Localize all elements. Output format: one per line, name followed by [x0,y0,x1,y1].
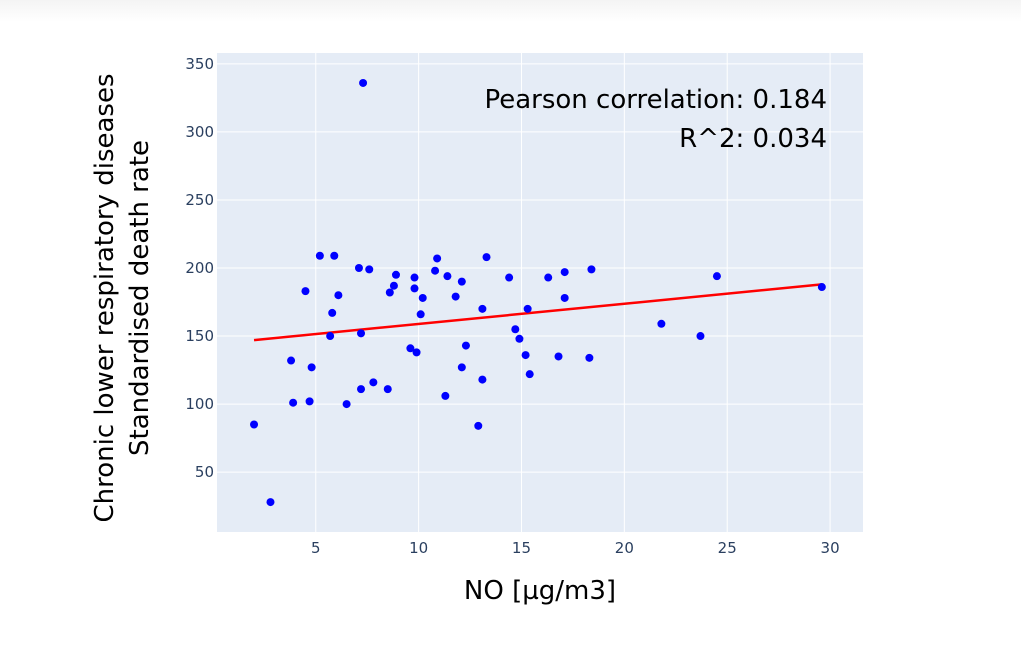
annotation-r2: R^2: 0.034 [679,124,827,154]
data-point [511,325,520,334]
data-point [266,498,275,507]
x-tick-label: 20 [615,539,634,557]
data-point [406,344,415,353]
data-point [433,254,442,263]
data-point [712,272,721,281]
trend-line-group [253,283,822,342]
data-point [250,420,259,429]
data-point [544,273,553,282]
data-point [505,273,514,282]
x-tick-label: 30 [821,539,840,557]
browser-top-shade [0,0,1021,22]
data-point [416,310,425,319]
data-point [523,304,532,313]
data-point [478,375,487,384]
data-point [521,351,530,360]
data-point [443,272,452,281]
data-point [342,400,351,409]
x-tick-label: 25 [718,539,737,557]
data-point [441,391,450,400]
data-point [585,353,594,362]
y-tick-label: 150 [185,327,214,345]
data-point [431,266,440,275]
data-point [482,253,491,262]
y-tick-label: 100 [185,395,214,413]
data-point [587,265,596,274]
data-point [330,251,339,260]
y-tick-label: 50 [195,463,214,481]
data-point [359,78,368,87]
data-point [307,363,316,372]
data-point [357,329,366,338]
data-point [410,273,419,282]
data-point [328,308,337,317]
x-tick-label: 10 [409,539,428,557]
y-axis-title-line-1: Chronic lower respiratory diseases [90,73,120,522]
data-point [289,398,298,407]
data-point [365,265,374,274]
data-point [369,378,378,387]
data-point [334,291,343,300]
data-point [451,292,460,301]
y-axis-ticks: 50 100 150 200 250 300 350 [185,55,214,481]
x-tick-label: 5 [311,539,321,557]
data-point [560,293,569,302]
y-axis-title: Chronic lower respiratory diseases Stand… [90,73,155,522]
x-tick-label: 15 [512,539,531,557]
data-point [474,421,483,430]
data-point [478,304,487,313]
data-point [457,363,466,372]
data-point [554,352,563,361]
data-point [817,283,826,292]
data-point [385,288,394,297]
data-point [410,284,419,293]
data-point [354,264,363,273]
data-point [418,293,427,302]
data-point [560,268,569,277]
grid-lines [217,53,863,532]
data-point [305,397,314,406]
data-point [357,385,366,394]
data-point [287,356,296,365]
data-point [457,277,466,286]
y-tick-label: 250 [185,191,214,209]
data-points [250,78,826,507]
y-tick-label: 200 [185,259,214,277]
y-tick-label: 350 [185,55,214,73]
plot-area [217,53,863,532]
data-point [657,319,666,328]
data-point [461,341,470,350]
data-point [326,332,335,341]
x-axis-ticks: 5 10 15 20 25 30 [311,539,840,557]
data-point [315,251,324,260]
y-axis-title-line-2: Standardised death rate [125,140,155,456]
data-point [391,270,400,279]
annotation-pearson: Pearson correlation: 0.184 [484,85,827,115]
data-point [383,385,392,394]
data-point [525,370,534,379]
trend-line [253,283,822,342]
data-point [515,334,524,343]
data-point [389,281,398,290]
x-axis-title: NO [µg/m3] [464,576,616,606]
data-point [412,348,421,357]
data-point [301,287,310,296]
y-tick-label: 300 [185,123,214,141]
data-point [696,332,705,341]
